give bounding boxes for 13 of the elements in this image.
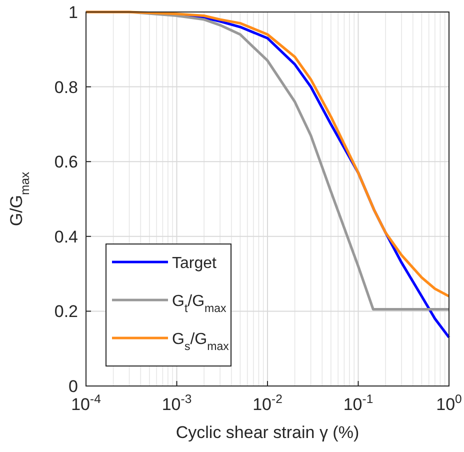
x-tick-label: 10$^{-2}$ (252, 392, 283, 414)
y-tick-label: 0.2 (54, 302, 78, 322)
legend-label: G$_{t}$/G$_{max}$ (172, 293, 227, 315)
y-tick-label: 0.6 (54, 152, 78, 172)
legend-label: Target (172, 255, 218, 272)
x-tick-label: 10$^{0}$ (436, 392, 462, 414)
legend-label: G$_{s}$/G$_{max}$ (172, 331, 230, 353)
y-tick-label: 0.4 (54, 227, 78, 246)
y-tick-label: 0.8 (54, 78, 78, 97)
x-tick-label: 10$^{-1}$ (343, 392, 374, 414)
x-axis-title: Cyclic shear strain γ (%) (176, 423, 360, 442)
y-tick-label: 1 (68, 3, 78, 22)
x-tick-label: 10$^{-3}$ (162, 392, 192, 414)
